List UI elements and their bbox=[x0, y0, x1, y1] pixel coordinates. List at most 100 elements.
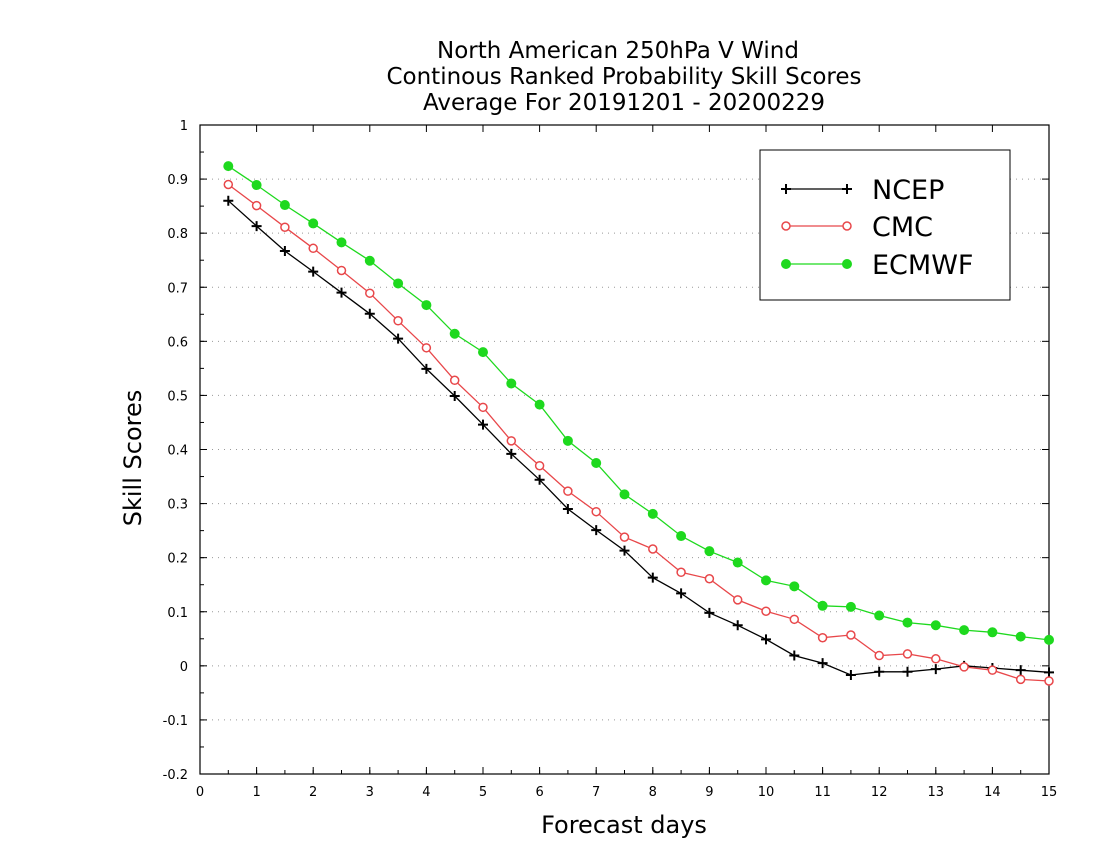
series-ecmwf-point bbox=[845, 601, 856, 612]
legend-label-ecmwf: ECMWF bbox=[872, 250, 973, 281]
series-ecmwf-point bbox=[732, 557, 743, 568]
x-tick-label: 8 bbox=[649, 785, 657, 800]
series-ncep-point bbox=[704, 607, 715, 618]
series-cmc-point bbox=[817, 632, 828, 643]
series-ncep-point bbox=[732, 620, 743, 631]
series-ecmwf-point bbox=[421, 300, 432, 311]
series-ecmwf-point bbox=[393, 278, 404, 289]
axis-ticks: -0.2-0.100.10.20.30.40.50.60.70.80.910 1 2… bbox=[163, 119, 1058, 800]
series-cmc-point bbox=[449, 375, 460, 386]
series-ncep-point bbox=[1044, 667, 1054, 678]
series-ecmwf-point bbox=[279, 200, 290, 211]
series-cmc-point bbox=[619, 532, 630, 542]
series-ncep-point bbox=[647, 572, 658, 583]
series-cmc-point bbox=[987, 665, 998, 675]
series-ncep-point bbox=[478, 419, 488, 430]
series-ecmwf-point bbox=[930, 620, 941, 631]
x-tick-label: 15 bbox=[1041, 785, 1058, 800]
series-cmc-point bbox=[336, 265, 347, 276]
y-tick-label: 0.3 bbox=[167, 498, 188, 513]
x-tick-label: 7 bbox=[592, 785, 600, 800]
series-ncep-point bbox=[534, 474, 545, 485]
series-ecmwf-point bbox=[478, 347, 488, 358]
series-cmc-point bbox=[591, 506, 601, 517]
series-cmc-point bbox=[365, 288, 375, 298]
series-cmc-point bbox=[1015, 674, 1026, 685]
title-line-3: Average For 20191201 - 20200229 bbox=[423, 90, 825, 116]
series-ncep-point bbox=[279, 246, 290, 257]
title-line-1: North American 250hPa V Wind bbox=[437, 38, 799, 64]
x-tick-label: 4 bbox=[422, 785, 430, 800]
series-ecmwf-point bbox=[223, 161, 234, 172]
series-ecmwf-point bbox=[647, 508, 658, 519]
series-cmc-point bbox=[308, 243, 318, 254]
series-ecmwf bbox=[223, 161, 1054, 645]
y-tick-label: 0.2 bbox=[167, 552, 188, 567]
y-tick-label: 0 bbox=[180, 660, 188, 675]
series-cmc-point bbox=[534, 460, 545, 471]
legend-box bbox=[759, 149, 1011, 301]
series-ecmwf-point bbox=[874, 610, 885, 621]
series-ecmwf-point bbox=[619, 489, 630, 500]
series-cmc-point bbox=[478, 402, 488, 413]
x-tick-label: 13 bbox=[928, 785, 945, 800]
series-ncep-point bbox=[930, 664, 941, 675]
series-ncep-point bbox=[789, 650, 800, 661]
y-tick-label: 0.6 bbox=[167, 335, 188, 350]
series-ncep-point bbox=[1015, 665, 1026, 676]
series-cmc-point bbox=[902, 649, 913, 659]
y-tick-label: 0.9 bbox=[167, 173, 188, 188]
series-cmc-point bbox=[1044, 676, 1054, 686]
chart-title: North American 250hPa V Wind Continous R… bbox=[386, 38, 861, 116]
series-cmc-point bbox=[563, 486, 573, 496]
series-ecmwf-point bbox=[761, 575, 771, 586]
x-tick-label: 0 bbox=[196, 785, 204, 800]
series-ecmwf-point bbox=[704, 546, 715, 557]
series-ncep-point bbox=[506, 448, 517, 459]
x-tick-label: 2 bbox=[309, 785, 317, 800]
series-ecmwf-point bbox=[364, 255, 375, 266]
legend-marker-cmc bbox=[781, 221, 791, 231]
y-tick-label: 1 bbox=[180, 119, 188, 134]
x-tick-label: 9 bbox=[705, 785, 713, 800]
y-axis-title: Skill Scores bbox=[119, 390, 147, 527]
series-ncep-point bbox=[591, 525, 602, 536]
legend-marker-ncep bbox=[842, 184, 852, 194]
legend-label-cmc: CMC bbox=[872, 212, 933, 243]
legend-marker-ncep bbox=[781, 184, 791, 194]
series-ecmwf-point bbox=[506, 378, 517, 389]
series-ecmwf-point bbox=[987, 627, 998, 638]
series-ecmwf-point bbox=[591, 458, 602, 469]
series-cmc-point bbox=[789, 614, 800, 625]
series-ncep-point bbox=[845, 670, 856, 681]
series-ecmwf-point bbox=[1015, 631, 1026, 642]
legend-marker-ecmwf bbox=[842, 259, 852, 269]
series-ecmwf-point bbox=[1044, 634, 1054, 645]
series-ncep-point bbox=[251, 221, 262, 232]
y-tick-label: 0.4 bbox=[167, 444, 188, 459]
series-cmc-point bbox=[506, 436, 517, 446]
series-ncep-point bbox=[308, 266, 319, 277]
series-lines bbox=[223, 161, 1054, 686]
series-ncep-point bbox=[336, 287, 347, 298]
series-ecmwf-point bbox=[902, 617, 913, 628]
series-ecmwf-point bbox=[562, 435, 573, 446]
series-ncep-point bbox=[619, 545, 630, 556]
series-cmc-point bbox=[223, 179, 234, 190]
series-ecmwf-point bbox=[676, 531, 687, 542]
series-cmc-point bbox=[280, 222, 290, 232]
series-ncep-point bbox=[393, 333, 404, 344]
legend-marker-cmc bbox=[842, 221, 852, 231]
series-ecmwf-point bbox=[449, 328, 460, 339]
y-tick-label: 0.1 bbox=[167, 606, 188, 621]
series-ncep-point bbox=[562, 503, 573, 514]
legend-marker-ecmwf bbox=[781, 259, 791, 269]
series-ecmwf-point bbox=[534, 399, 545, 410]
series-ncep-point bbox=[421, 363, 432, 374]
y-tick-label: -0.2 bbox=[163, 768, 188, 783]
x-axis-title: Forecast days bbox=[541, 811, 707, 839]
series-cmc-point bbox=[931, 654, 941, 664]
legend-label-ncep: NCEP bbox=[872, 175, 944, 206]
series-ecmwf-point bbox=[817, 600, 828, 611]
series-cmc-point bbox=[761, 606, 771, 616]
